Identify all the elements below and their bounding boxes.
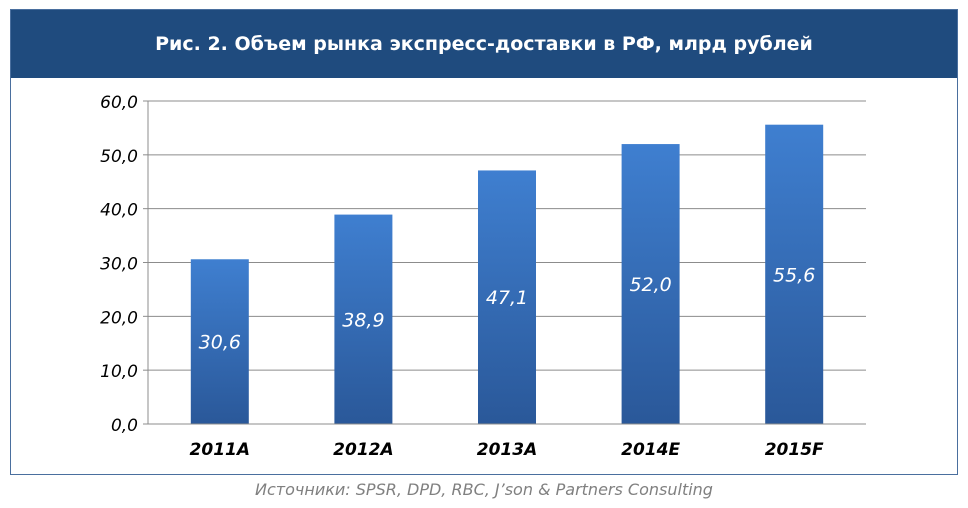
- x-tick-labels: 2011A 2012A 2013A 2014E 2015F: [190, 440, 824, 460]
- x-tick-label: 2015F: [765, 440, 824, 460]
- x-tick-label: 2013A: [477, 440, 537, 460]
- y-tick-label: 40,0: [100, 201, 138, 221]
- data-label: 47,1: [486, 287, 528, 309]
- bar: [190, 259, 249, 424]
- y-tick-label: 60,0: [100, 93, 138, 113]
- data-label: 52,0: [629, 274, 671, 296]
- bars: [190, 124, 824, 425]
- chart-title: Рис. 2. Объем рынка экспресс-доставки в …: [11, 10, 957, 78]
- y-tick-label: 30,0: [100, 255, 138, 275]
- bar: [334, 214, 393, 424]
- y-tick-label: 20,0: [100, 308, 138, 328]
- axes: [147, 101, 866, 425]
- x-tick-label: 2012A: [333, 440, 393, 460]
- bar: [621, 144, 680, 425]
- data-labels: 30,6 38,9 47,1 52,0 55,6: [199, 264, 816, 353]
- x-tick-label: 2011A: [190, 440, 250, 460]
- data-label: 55,6: [773, 264, 815, 286]
- data-label: 38,9: [342, 309, 384, 331]
- y-tick-label: 50,0: [100, 147, 138, 167]
- bar: [478, 170, 536, 424]
- data-label: 30,6: [199, 332, 241, 354]
- y-tick-labels: 0,0 10,0 20,0 30,0 40,0 50,0 60,0: [100, 93, 138, 436]
- x-tick-label: 2014E: [621, 440, 680, 460]
- y-tick-label: 0,0: [111, 416, 138, 436]
- y-tick-label: 10,0: [100, 362, 138, 382]
- bar: [765, 124, 824, 424]
- source-note: Источники: SPSR, DPD, RBC, J’son & Partn…: [255, 480, 713, 499]
